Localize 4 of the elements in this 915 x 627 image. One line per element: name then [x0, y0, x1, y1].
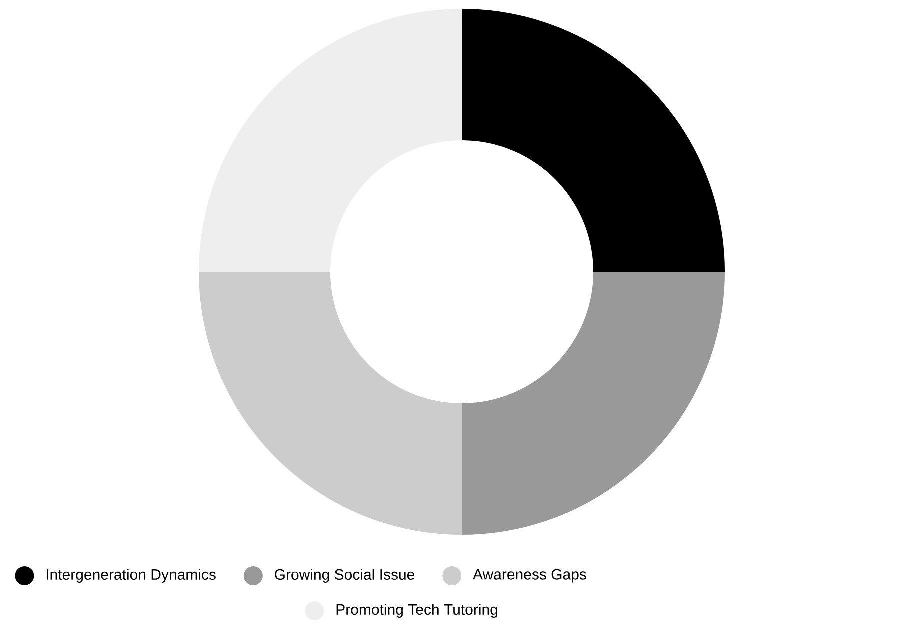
legend-label: Growing Social Issue — [275, 569, 415, 583]
legend-label: Awareness Gaps — [473, 569, 586, 583]
legend-label: Intergeneration Dynamics — [46, 569, 216, 583]
legend-label: Promoting Tech Tutoring — [336, 604, 498, 618]
